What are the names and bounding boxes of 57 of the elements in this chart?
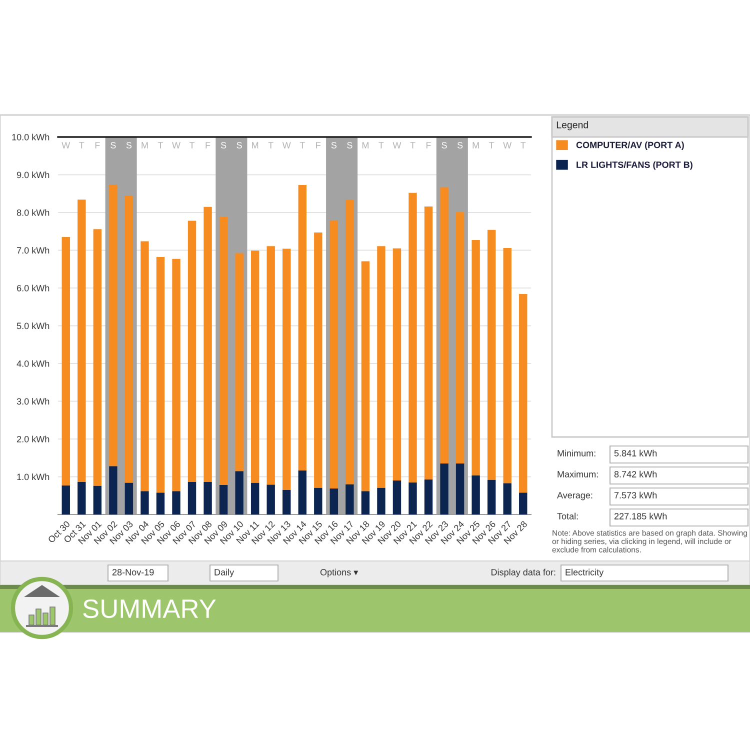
text: Average: (557, 492, 592, 500)
text: 5.841 kWh (614, 450, 657, 456)
annotation: F (206, 142, 210, 148)
y-tick-label: 7.0 kWh (17, 246, 50, 254)
annotation: F (426, 142, 431, 148)
annotation: T (520, 142, 526, 148)
legend-title: Legend (556, 121, 588, 130)
y-tick-label: 10.0 kWh (12, 134, 50, 140)
annotation: T (378, 142, 384, 148)
annotation: M (142, 142, 148, 148)
annotation: W (503, 142, 512, 148)
text: SUMMARY (83, 599, 216, 618)
y-tick-label: 8.0 kWh (16, 209, 50, 216)
annotation: M (472, 142, 479, 148)
text: Total: (557, 512, 578, 520)
annotation: T (268, 142, 274, 148)
text: Electricity (566, 568, 604, 578)
annotation: M (362, 142, 368, 148)
y-tick-label: 9.0 kWh (16, 171, 50, 178)
text: 8.742 kWh (614, 470, 657, 478)
annotation: W (392, 142, 402, 148)
y-tick-label: 6.0 kWh (17, 284, 50, 292)
text: 227.185 kWh (614, 512, 667, 520)
annotation: S (347, 142, 352, 148)
annotation: S (457, 142, 463, 148)
annotation: T (410, 142, 416, 148)
text: Display data for: (492, 568, 556, 578)
annotation: S (126, 142, 132, 148)
legend-label: COMPUTER/AV (PORT A) (576, 142, 684, 150)
annotation: S (220, 142, 226, 148)
annotation: S (331, 142, 337, 148)
y-tick-label: 1.0 kWh (17, 473, 50, 480)
text: 28-Nov-19 (112, 569, 154, 576)
annotation: T (189, 142, 195, 148)
annotation: T (489, 142, 494, 148)
annotation: F (95, 142, 100, 148)
text: 7.573 kWh (614, 492, 657, 498)
annotation: T (300, 142, 305, 148)
y-tick-label: 3.0 kWh (16, 398, 50, 405)
annotation: T (158, 142, 164, 148)
annotation: T (79, 142, 84, 148)
y-tick-label: 2.0 kWh (17, 436, 50, 442)
y-tick-label: 4.0 kWh (16, 360, 50, 367)
y-tick-label: 5.0 kWh (16, 322, 50, 330)
annotation: S (110, 142, 116, 148)
annotation: W (282, 142, 291, 148)
text: Daily (214, 568, 234, 578)
legend-label: LR LIGHTS/FANS (PORT B) (576, 161, 692, 170)
text: Options ▾ (320, 568, 358, 578)
annotation: W (172, 142, 180, 148)
annotation: W (62, 142, 70, 148)
text: Maximum: (558, 470, 598, 478)
annotation: M (252, 142, 258, 148)
annotation: F (316, 142, 321, 148)
annotation: S (442, 142, 447, 148)
text: Minimum: (558, 450, 596, 456)
annotation: S (236, 142, 242, 148)
